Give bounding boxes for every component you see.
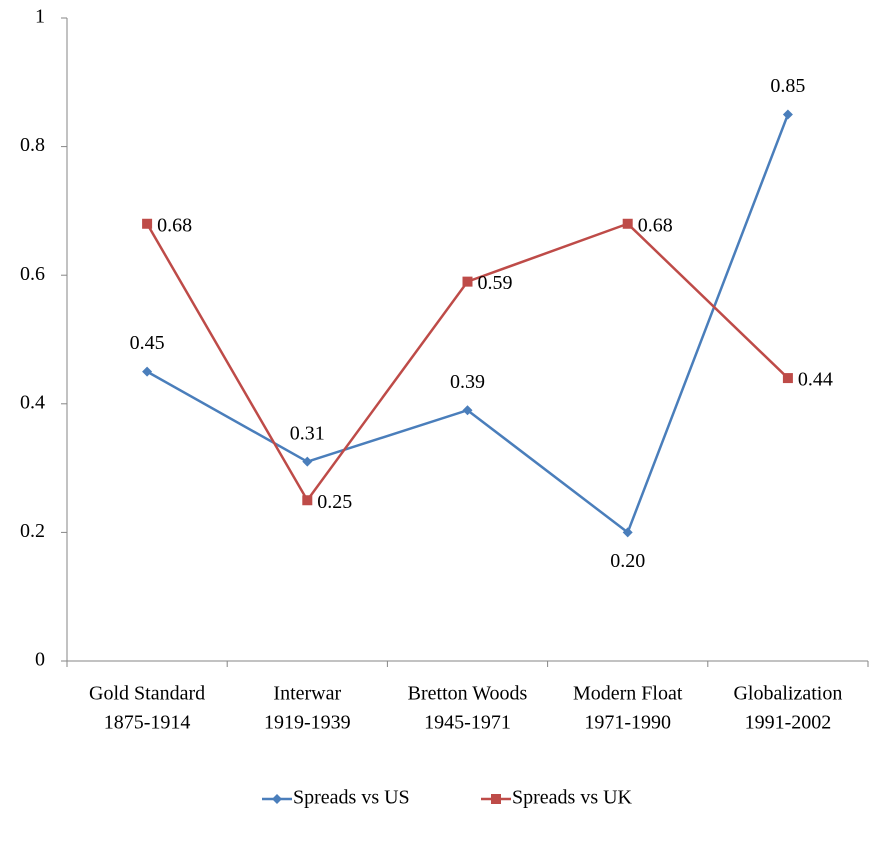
data-label: 0.85 <box>770 75 805 97</box>
data-point <box>142 218 153 229</box>
x-tick-label: 1945-1971 <box>424 712 511 734</box>
x-tick-label: Modern Float <box>573 683 683 705</box>
x-tick-label: 1875-1914 <box>104 712 191 734</box>
y-tick-label: 0.4 <box>20 391 45 413</box>
legend-label: Spreads vs US <box>293 787 410 809</box>
data-label: 0.25 <box>317 491 352 513</box>
data-label: 0.45 <box>130 332 165 354</box>
x-tick-label: 1919-1939 <box>264 712 351 734</box>
series-line <box>146 114 790 535</box>
data-point <box>622 218 633 229</box>
x-tick-label: 1971-1990 <box>584 712 671 734</box>
y-tick-label: 0.2 <box>20 520 45 542</box>
data-point <box>302 495 313 506</box>
x-tick-label: Globalization <box>733 683 842 705</box>
x-tick-label: Gold Standard <box>89 683 205 705</box>
data-point <box>622 527 633 538</box>
data-point <box>462 405 473 416</box>
x-tick-label: Interwar <box>273 683 341 705</box>
data-point <box>142 366 153 377</box>
data-label: 0.68 <box>157 214 192 236</box>
x-tick-label: 1991-2002 <box>745 712 832 734</box>
legend-marker <box>272 794 282 804</box>
data-point <box>462 276 473 287</box>
y-tick-label: 0 <box>35 649 45 671</box>
data-label: 0.39 <box>450 371 485 393</box>
legend-label: Spreads vs UK <box>512 787 633 809</box>
y-tick-label: 0.8 <box>20 134 45 156</box>
data-label: 0.44 <box>798 369 833 391</box>
data-point <box>302 456 313 467</box>
y-tick-label: 0.6 <box>20 263 45 285</box>
data-label: 0.20 <box>610 550 645 572</box>
data-label: 0.31 <box>290 422 325 444</box>
data-point <box>782 109 793 120</box>
legend-marker <box>491 794 501 804</box>
x-tick-label: Bretton Woods <box>408 683 528 705</box>
data-label: 0.59 <box>478 272 513 294</box>
data-label: 0.68 <box>638 214 673 236</box>
data-point <box>782 373 793 384</box>
y-tick-label: 1 <box>35 6 45 28</box>
